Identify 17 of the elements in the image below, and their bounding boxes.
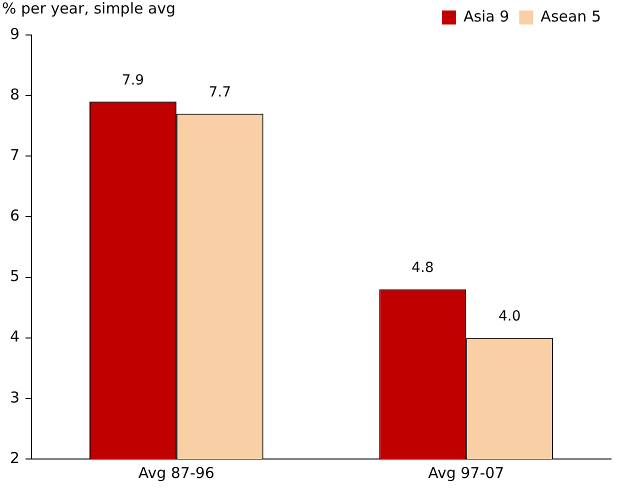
- y-tick-label: 9: [10, 24, 20, 43]
- x-tick-label: Avg 97-07: [428, 464, 504, 482]
- data-label: 4.0: [498, 308, 521, 324]
- y-tick-label: 4: [10, 328, 20, 346]
- y-tick-label: 8: [10, 85, 20, 104]
- legend-label: Asia 9: [463, 7, 510, 26]
- y-tick-label: 7: [10, 146, 20, 164]
- y-tick-label: 3: [10, 388, 20, 406]
- data-label: 7.9: [122, 72, 144, 88]
- legend-label: Asean 5: [540, 7, 602, 26]
- x-tick-label: Avg 87-96: [138, 464, 214, 482]
- y-tick-label: 2: [10, 448, 20, 467]
- data-label: 7.7: [208, 84, 231, 100]
- y-axis-title: % per year, simple avg: [2, 0, 176, 18]
- y-tick-label: 5: [10, 267, 20, 286]
- data-label: 4.8: [412, 260, 434, 276]
- y-tick-label: 6: [10, 206, 20, 225]
